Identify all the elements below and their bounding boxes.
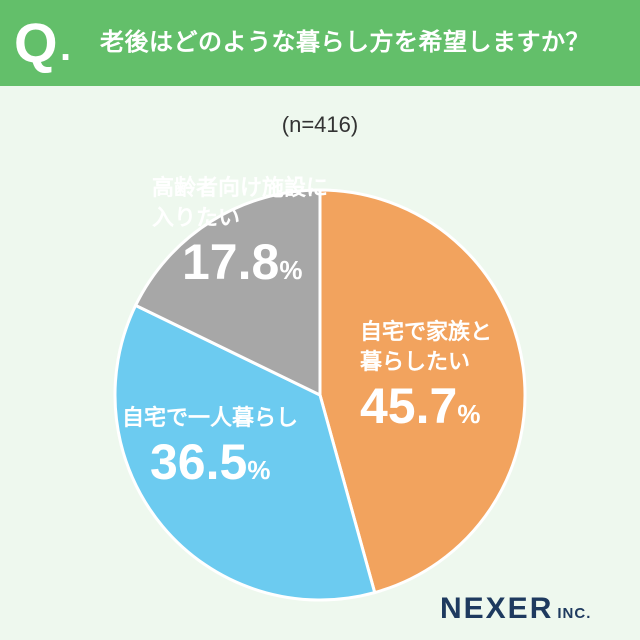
nexer-logo: NEXER INC. <box>440 592 592 625</box>
slice-name-family-line2: 暮らしたい <box>360 350 471 375</box>
slice-name-alone: 自宅で一人暮らし <box>122 406 299 431</box>
slice-name-facility-line2: 入りたい <box>152 206 241 231</box>
slice-value-facility: 17.8% <box>182 234 303 290</box>
question-title: 老後はどのような暮らし方を希望しますか？ <box>100 28 590 56</box>
slice-label-facility: 高齢者向け施設に 入りたい 17.8% <box>152 174 328 298</box>
slice-label-alone: 自宅で一人暮らし 36.5% <box>122 404 298 498</box>
slice-facility <box>133 188 322 398</box>
slice-alone <box>113 303 377 602</box>
header-bar: Q . 老後はどのような暮らし方を希望しますか？ <box>0 0 640 86</box>
sample-size: (n=416) <box>281 112 359 137</box>
slice-family <box>318 188 527 595</box>
slice-value-alone: 36.5% <box>150 434 271 490</box>
slice-value-family: 45.7% <box>360 378 481 434</box>
slice-label-family: 自宅で家族と 暮らしたい 45.7% <box>360 318 492 442</box>
q-mark: Q <box>14 11 58 74</box>
slice-name-facility-line1: 高齢者向け施設に <box>152 176 329 201</box>
slice-name-family-line1: 自宅で家族と <box>360 320 493 345</box>
q-dot: . <box>60 25 72 69</box>
